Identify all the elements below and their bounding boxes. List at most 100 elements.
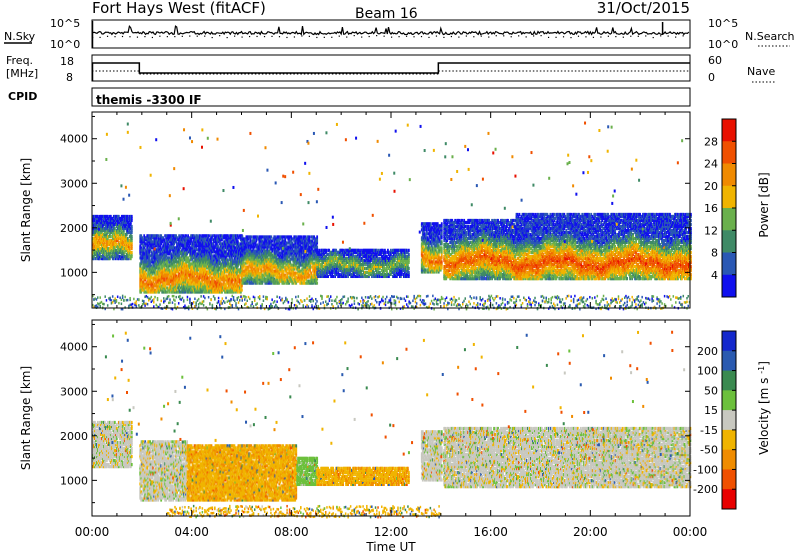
echo-cell xyxy=(169,258,172,262)
clutter-cell xyxy=(369,303,372,306)
echo-cell xyxy=(228,274,230,278)
echo-cell xyxy=(101,250,104,255)
echo-cell xyxy=(254,255,257,259)
echo-cell xyxy=(255,277,258,281)
echo-cell xyxy=(157,266,160,270)
clutter-cell xyxy=(243,303,246,306)
echo-cell xyxy=(192,234,194,238)
clutter-cell xyxy=(623,301,626,305)
echo-cell xyxy=(107,250,110,255)
echo-cell xyxy=(189,252,191,256)
echo-cell xyxy=(230,282,232,286)
echo-cell xyxy=(187,240,189,244)
echo-cell xyxy=(105,236,108,241)
echo-cell xyxy=(171,234,174,238)
echo-cell xyxy=(240,256,242,260)
echo-cell xyxy=(157,282,160,286)
echo-cell xyxy=(172,268,175,272)
echo-cell xyxy=(145,258,148,262)
echo-cell xyxy=(207,236,209,240)
clutter-cell xyxy=(560,304,562,308)
echo-cell xyxy=(205,242,207,246)
echo-cell xyxy=(163,288,166,292)
echo-cell xyxy=(119,218,122,223)
echo-cell xyxy=(195,254,197,258)
echo-cell xyxy=(196,268,198,272)
echo-cell xyxy=(178,276,181,280)
echo-cell xyxy=(243,251,246,255)
echo-cell xyxy=(174,234,177,238)
echo-cell xyxy=(142,276,145,280)
echo-cell xyxy=(101,220,104,225)
echo-cell xyxy=(143,260,146,264)
echo-cell xyxy=(196,248,198,252)
clutter-cell xyxy=(349,304,352,308)
echo-cell xyxy=(261,243,264,247)
echo-cell xyxy=(130,228,133,233)
clutter-cell xyxy=(328,297,331,301)
echo-cell xyxy=(196,266,198,270)
echo-cell xyxy=(140,274,143,278)
echo-cell xyxy=(249,259,252,263)
echo-cell xyxy=(237,268,239,272)
echo-cell xyxy=(223,242,225,246)
echo-cell xyxy=(209,254,211,258)
clutter-cell xyxy=(671,304,673,307)
echo-cell xyxy=(245,279,248,283)
echo-cell xyxy=(229,248,231,252)
echo-cell xyxy=(98,240,101,245)
echo-cell xyxy=(129,234,132,239)
echo-cell xyxy=(227,286,229,290)
echo-cell xyxy=(139,288,142,292)
echo-cell xyxy=(222,270,224,274)
clutter-cell xyxy=(121,294,124,298)
echo-cell xyxy=(190,234,192,238)
clutter-cell xyxy=(371,302,373,306)
clutter-cell xyxy=(146,295,149,299)
echo-cell xyxy=(226,268,228,272)
echo-cell xyxy=(111,234,114,239)
echo-cell xyxy=(196,280,198,284)
echo-cell xyxy=(94,230,97,235)
echo-cell xyxy=(98,230,101,235)
echo-cell xyxy=(156,252,159,256)
clutter-cell xyxy=(334,299,337,303)
echo-cell xyxy=(106,216,109,221)
echo-cell xyxy=(258,281,261,285)
clutter-cell xyxy=(666,295,668,298)
clutter-cell xyxy=(389,299,392,303)
echo-cell xyxy=(230,272,232,276)
echo-cell xyxy=(204,286,206,290)
echo-cell xyxy=(206,278,208,282)
echo-cell xyxy=(121,226,124,231)
echo-cell xyxy=(207,240,209,244)
echo-cell xyxy=(199,240,201,244)
clutter-cell xyxy=(156,298,159,302)
echo-cell xyxy=(93,214,96,219)
clutter-cell xyxy=(672,295,675,298)
echo-cell xyxy=(126,250,129,255)
echo-cell xyxy=(217,262,219,266)
echo-cell xyxy=(258,263,261,267)
echo-cell xyxy=(160,268,163,272)
echo-cell xyxy=(99,218,102,223)
echo-cell xyxy=(263,267,266,271)
echo-cell xyxy=(194,276,196,280)
echo-cell xyxy=(199,260,201,264)
echo-cell xyxy=(144,262,147,266)
echo-cell xyxy=(236,242,238,246)
echo-cell xyxy=(255,267,258,271)
echo-cell xyxy=(144,242,147,246)
echo-cell xyxy=(188,248,190,252)
echo-cell xyxy=(97,216,100,221)
clutter-cell xyxy=(575,304,577,307)
echo-cell xyxy=(148,252,151,256)
echo-cell xyxy=(156,278,159,282)
echo-cell xyxy=(256,277,259,281)
echo-cell xyxy=(203,278,205,282)
echo-cell xyxy=(128,250,131,255)
echo-cell xyxy=(235,290,237,294)
echo-cell xyxy=(144,244,147,248)
echo-cell xyxy=(208,264,210,268)
echo-cell xyxy=(176,260,179,264)
